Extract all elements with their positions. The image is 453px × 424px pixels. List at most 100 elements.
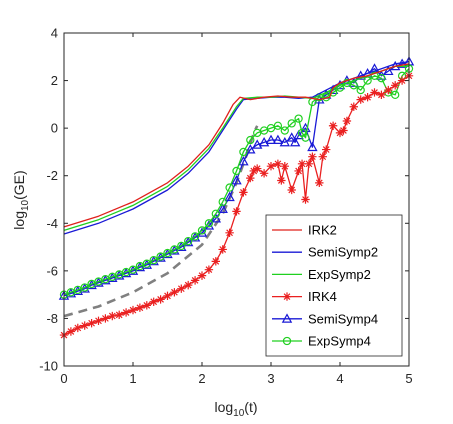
data-point <box>245 144 256 154</box>
y-tick-label: 4 <box>51 26 58 41</box>
data-point <box>289 136 301 147</box>
data-point <box>184 236 193 246</box>
data-point <box>249 166 258 176</box>
x-axis-label-arg: (t) <box>244 399 257 415</box>
data-point <box>190 276 200 285</box>
y-tick-label: -2 <box>46 168 58 183</box>
data-point <box>397 76 407 85</box>
y-tick-label: -10 <box>39 359 58 374</box>
data-point <box>218 197 227 207</box>
data-point <box>273 159 283 169</box>
data-point <box>217 203 228 213</box>
data-point <box>128 265 138 274</box>
data-point <box>265 134 277 144</box>
data-point <box>94 316 103 326</box>
data-point <box>121 308 131 317</box>
tick-layer: 0 1 2 3 4 5 -10 -8 -6 -4 -2 0 2 4 <box>39 26 412 387</box>
data-point <box>273 121 283 130</box>
data-point <box>272 134 284 144</box>
data-point <box>383 65 394 76</box>
x-tick-label: 2 <box>198 371 205 386</box>
data-point <box>294 114 303 123</box>
data-point <box>225 183 234 192</box>
data-point <box>277 176 286 185</box>
data-point <box>210 213 222 223</box>
legend-item-expsymp4: ExpSymp4 <box>272 334 371 349</box>
x-tick-label: 5 <box>405 371 412 386</box>
data-point <box>246 135 255 145</box>
legend-item-irk4: IRK4 <box>272 289 337 304</box>
data-point <box>349 81 358 90</box>
axes-box <box>63 32 410 367</box>
data-point <box>356 85 365 95</box>
data-point <box>391 90 400 100</box>
data-point <box>315 178 324 188</box>
data-point <box>251 139 263 149</box>
data-point <box>225 228 234 237</box>
data-point <box>286 132 297 142</box>
data-point <box>266 162 276 171</box>
y-axis-label-subscript: 10 <box>20 199 31 211</box>
data-point <box>307 141 318 152</box>
data-point <box>301 133 310 142</box>
legend-label: SemiSymp2 <box>308 245 378 260</box>
data-point <box>170 245 179 254</box>
data-point <box>231 175 242 185</box>
data-point <box>308 152 317 161</box>
legend-marker <box>282 292 292 301</box>
data-point <box>115 310 124 320</box>
legend-marker <box>281 313 293 323</box>
data-point <box>335 128 345 138</box>
data-point <box>232 207 241 216</box>
data-point <box>239 147 248 157</box>
data-point <box>149 297 158 306</box>
data-point <box>170 288 179 297</box>
data-point <box>304 159 314 169</box>
data-point <box>177 241 186 251</box>
legend-label: ExpSymp2 <box>308 267 371 282</box>
data-point <box>294 166 303 176</box>
data-point <box>66 327 76 336</box>
data-point <box>349 102 358 111</box>
data-point <box>177 284 186 293</box>
data-point <box>287 185 296 195</box>
data-point <box>156 252 165 261</box>
data-point <box>238 156 249 166</box>
data-point <box>204 265 214 274</box>
data-point <box>253 164 262 173</box>
data-point <box>101 314 110 323</box>
y-tick-label: -8 <box>46 311 58 326</box>
data-point <box>391 81 400 90</box>
data-point <box>224 191 235 202</box>
data-point <box>128 305 138 315</box>
data-point <box>142 259 151 268</box>
y-axis-label-arg: (GE) <box>11 170 27 200</box>
data-point <box>356 95 365 104</box>
legend-label: ExpSymp4 <box>308 334 371 349</box>
data-point <box>339 126 348 135</box>
legend-item-semisymp2: SemiSymp2 <box>272 245 378 260</box>
data-point <box>163 248 172 258</box>
x-axis-label: log10(t) <box>214 399 257 419</box>
data-point <box>342 116 352 126</box>
data-point <box>328 121 338 130</box>
data-point <box>377 90 386 100</box>
legend-item-semisymp4: SemiSymp4 <box>272 311 378 326</box>
data-point <box>108 311 117 321</box>
data-point <box>232 166 241 176</box>
data-point <box>301 195 310 204</box>
series-irk2 <box>63 63 410 228</box>
data-point <box>363 93 372 102</box>
data-point <box>135 303 145 312</box>
data-point <box>280 162 289 171</box>
legend-item-irk2: IRK2 <box>272 223 337 238</box>
data-point <box>73 323 82 333</box>
data-point <box>211 209 220 218</box>
data-point <box>80 283 89 292</box>
legend: IRK2 SemiSymp2 ExpSymp2 IRK4 SemiSymp4 ExpSym… <box>265 214 403 357</box>
data-point <box>280 126 289 135</box>
data-point <box>87 318 96 328</box>
x-tick-label: 1 <box>129 371 136 386</box>
data-point <box>318 152 327 161</box>
